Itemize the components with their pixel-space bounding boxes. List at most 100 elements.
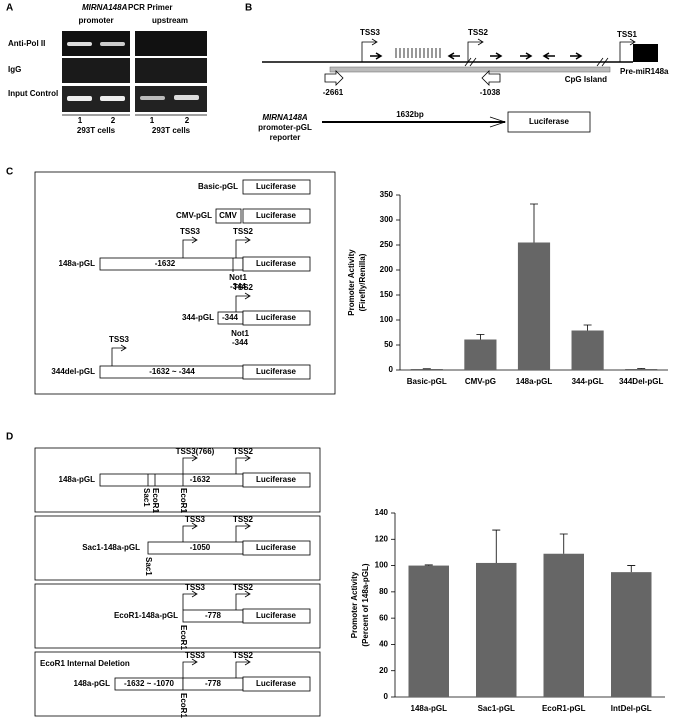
site-label: EcoR1 [179, 693, 188, 718]
cell-label: 293T cells [77, 126, 116, 135]
position-label: -1038 [480, 88, 501, 97]
luciferase-label: Luciferase [256, 367, 297, 376]
insert-label: -778 [205, 611, 222, 620]
site-label: Not1 [231, 329, 249, 338]
tss-label: TSS2 [233, 283, 254, 292]
y-tick-label: 140 [375, 508, 389, 517]
luciferase-label: Luciferase [256, 543, 297, 552]
x-tick-label: 148a-pGL [516, 377, 553, 386]
tss-label: TSS3 [109, 335, 130, 344]
x-tick-label: Sac1-pGL [478, 704, 515, 713]
insert-label: -1632 [155, 259, 176, 268]
lane-label: 2 [185, 116, 190, 125]
x-tick-label: EcoR1-pGL [542, 704, 586, 713]
y-tick-label: 120 [375, 534, 389, 543]
construct-diagram [34, 447, 321, 717]
construct-name: 148a-pGL [74, 679, 111, 688]
panel-label: C [6, 167, 13, 178]
pre-mir-label: Pre-miR148a [620, 67, 669, 76]
error-bar [476, 334, 485, 340]
error-bar [424, 564, 433, 566]
luciferase-label: Luciferase [529, 117, 570, 126]
x-tick-label: IntDel-pGL [611, 704, 652, 713]
reporter-label: MIRNA148A [262, 113, 308, 122]
tss-label: TSS3(766) [176, 447, 215, 456]
y-tick-label: 50 [384, 340, 393, 349]
construct-name: Basic-pGL [198, 182, 238, 191]
tss-label: TSS3 [185, 651, 206, 660]
x-tick-label: Basic-pGL [407, 377, 447, 386]
y-axis-label: Promoter Activity [350, 571, 359, 638]
lane-label: 1 [78, 116, 83, 125]
cpg-label: CpG Island [565, 75, 607, 84]
construct-name: 344del-pGL [51, 367, 95, 376]
site-label: EcoR1 [151, 488, 160, 513]
insert-label: -1050 [190, 543, 211, 552]
y-tick-label: 150 [380, 290, 394, 299]
site-label: Sac1 [142, 488, 151, 507]
y-tick-label: 100 [375, 561, 389, 570]
gene-map [262, 38, 658, 133]
x-tick-label: 344Del-pGL [619, 377, 664, 386]
construct-diagram [34, 171, 336, 395]
insert-label: -1632 ~ -1070 [124, 679, 175, 688]
length-label: 1632bp [396, 110, 424, 119]
construct-name: EcoR1-148a-pGL [114, 611, 178, 620]
tss-label: TSS2 [233, 227, 254, 236]
reporter-label: reporter [270, 133, 301, 142]
row-label: Anti-Pol II [8, 39, 45, 48]
luciferase-label: Luciferase [256, 211, 297, 220]
tss-label: TSS2 [468, 28, 489, 37]
site-label: EcoR1 [179, 625, 188, 650]
cell-label: 293T cells [152, 126, 191, 135]
luciferase-label: Luciferase [256, 182, 297, 191]
luciferase-label: Luciferase [256, 679, 297, 688]
y-tick-label: 350 [380, 190, 394, 199]
bar [543, 553, 584, 697]
error-bar [583, 324, 592, 331]
reporter-label: promoter-pGL [258, 123, 312, 132]
panel-title: PCR Primer [128, 3, 172, 12]
bar [408, 565, 449, 697]
tss-label: TSS2 [233, 515, 254, 524]
luciferase-label: Luciferase [256, 313, 297, 322]
insert-label: CMV [219, 211, 237, 220]
luciferase-label: Luciferase [256, 611, 297, 620]
site-label: Not1 [229, 273, 247, 282]
tss-label: TSS1 [617, 30, 638, 39]
error-bar [492, 529, 501, 563]
bar [517, 242, 551, 370]
y-tick-label: 0 [389, 365, 394, 374]
y-tick-label: 60 [379, 613, 388, 622]
gene-name: MIRNA148A [82, 3, 128, 12]
column-label: promoter [78, 16, 113, 25]
insert-label: -1632 [190, 475, 211, 484]
y-tick-label: 80 [379, 587, 388, 596]
tss-label: TSS2 [233, 447, 254, 456]
tss-label: TSS2 [233, 651, 254, 660]
lane-label: 1 [150, 116, 155, 125]
site-label: EcoR1 [179, 488, 188, 513]
construct-name: CMV-pGL [176, 211, 212, 220]
luciferase-label: Luciferase [256, 475, 297, 484]
y-tick-label: 20 [379, 666, 388, 675]
site-label: -344 [232, 338, 249, 347]
row-label: Input Control [8, 89, 58, 98]
tss-label: TSS3 [185, 583, 206, 592]
y-axis-label: Promoter Activity [347, 249, 356, 316]
bar [625, 369, 658, 370]
error-bar [559, 533, 568, 554]
construct-name: 148a-pGL [59, 475, 96, 484]
y-tick-label: 200 [380, 265, 394, 274]
error-bar [637, 368, 646, 369]
site-label: -344 [230, 282, 247, 291]
tss-label: TSS2 [233, 583, 254, 592]
panel-label: D [6, 432, 13, 443]
tss-label: TSS3 [360, 28, 381, 37]
bar [464, 339, 497, 370]
insert-label: -1632 ~ -344 [149, 367, 195, 376]
y-axis-label: (Firefly/Renilla) [358, 253, 367, 311]
y-tick-label: 100 [380, 315, 394, 324]
tss-label: TSS3 [185, 515, 206, 524]
